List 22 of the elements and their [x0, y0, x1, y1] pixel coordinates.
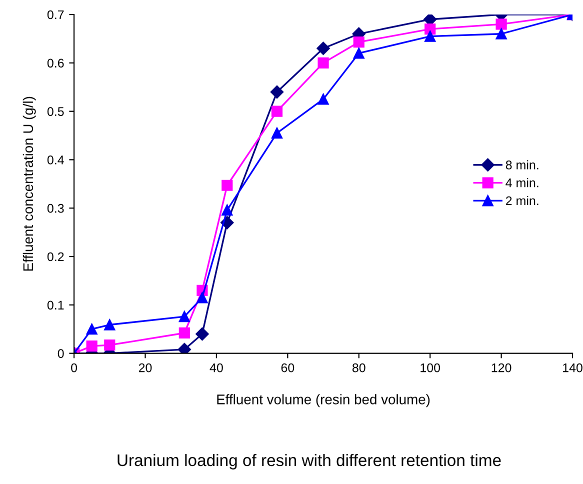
- x-tick-label: 80: [352, 363, 366, 372]
- x-tick-label: 100: [420, 363, 440, 372]
- legend-label: 8 min.: [506, 160, 538, 170]
- x-tick-label: 120: [492, 363, 512, 372]
- y-tick-label: 0.1: [47, 300, 64, 310]
- y-tick-label: 0.4: [47, 156, 64, 164]
- y-tick-label: 0.7: [47, 10, 64, 20]
- y-tick-label: 0: [58, 349, 64, 358]
- text: Uranium loading of resin with different retention time: [118, 454, 501, 470]
- y-tick-label: 0.5: [47, 107, 64, 116]
- x-tick-label: 0: [71, 363, 78, 372]
- y-tick-label: 0.6: [47, 58, 64, 68]
- x-axis-title: Effluent volume (resin bed volume): [217, 394, 430, 408]
- x-tick-label: 20: [138, 363, 152, 372]
- y-tick-label: 0.2: [47, 252, 64, 262]
- x-tick-label: 40: [210, 363, 223, 372]
- y-tick-label: 0.3: [47, 204, 64, 213]
- y-axis-title: Effluent concentration U (g/l): [22, 96, 36, 271]
- x-tick-label: 140: [563, 363, 582, 372]
- x-tick-label: 60: [281, 363, 294, 372]
- legend-label: 2 min.: [506, 196, 538, 206]
- legend-label: 4 min.: [506, 178, 538, 188]
